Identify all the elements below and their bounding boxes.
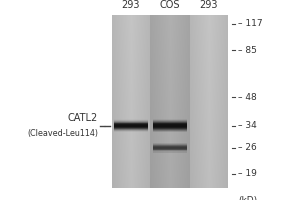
Text: CATL2: CATL2 (68, 113, 98, 123)
Bar (153, 148, 187, 149)
Bar (153, 148, 187, 149)
Bar (114, 124, 148, 125)
Bar (153, 123, 187, 124)
Bar (153, 149, 187, 150)
Bar (114, 123, 148, 124)
Bar (114, 120, 148, 121)
Text: – 117: – 117 (238, 19, 262, 28)
Bar (153, 128, 187, 129)
Bar (114, 131, 148, 132)
Bar (153, 131, 187, 132)
Text: – 34: – 34 (238, 121, 257, 130)
Bar (114, 127, 148, 128)
Text: – 19: – 19 (238, 169, 257, 178)
Text: – 48: – 48 (238, 93, 257, 102)
Bar (114, 119, 148, 120)
Bar (114, 131, 148, 132)
Bar (114, 124, 148, 125)
Bar (114, 121, 148, 122)
Bar (153, 151, 187, 152)
Bar (153, 144, 187, 145)
Bar (153, 146, 187, 147)
Bar (153, 125, 187, 126)
Text: (Cleaved-Leu114): (Cleaved-Leu114) (27, 129, 98, 138)
Bar (153, 121, 187, 122)
Bar (153, 143, 187, 144)
Bar (153, 125, 187, 126)
Bar (153, 130, 187, 131)
Bar (153, 145, 187, 146)
Bar (153, 147, 187, 148)
Bar (153, 122, 187, 123)
Text: – 85: – 85 (238, 46, 257, 55)
Bar (114, 130, 148, 131)
Bar (114, 126, 148, 127)
Bar (153, 126, 187, 127)
Text: 293: 293 (122, 0, 140, 10)
Bar (153, 145, 187, 146)
Bar (153, 149, 187, 150)
Bar (114, 128, 148, 129)
Bar (153, 128, 187, 129)
Text: (kD): (kD) (238, 196, 257, 200)
Bar (153, 121, 187, 122)
Bar (153, 152, 187, 153)
Bar (114, 126, 148, 127)
Bar (114, 129, 148, 130)
Bar (153, 120, 187, 121)
Bar (153, 152, 187, 153)
Text: 293: 293 (200, 0, 218, 10)
Bar (153, 129, 187, 130)
Bar (114, 125, 148, 126)
Bar (114, 122, 148, 123)
Bar (114, 128, 148, 129)
Bar (114, 125, 148, 126)
Bar (153, 124, 187, 125)
Bar (153, 120, 187, 121)
Bar (114, 123, 148, 124)
Bar (153, 150, 187, 151)
Text: COS: COS (160, 0, 180, 10)
Bar (153, 143, 187, 144)
Bar (153, 127, 187, 128)
Bar (153, 124, 187, 125)
Bar (114, 121, 148, 122)
Bar (153, 122, 187, 123)
Bar (153, 130, 187, 131)
Bar (114, 120, 148, 121)
Bar (153, 119, 187, 120)
Bar (114, 122, 148, 123)
Bar (153, 129, 187, 130)
Bar (153, 123, 187, 124)
Bar (153, 131, 187, 132)
Bar (114, 129, 148, 130)
Bar (114, 127, 148, 128)
Bar (153, 127, 187, 128)
Bar (153, 147, 187, 148)
Bar (153, 146, 187, 147)
Bar (153, 144, 187, 145)
Bar (153, 126, 187, 127)
Text: – 26: – 26 (238, 143, 257, 152)
Bar (114, 130, 148, 131)
